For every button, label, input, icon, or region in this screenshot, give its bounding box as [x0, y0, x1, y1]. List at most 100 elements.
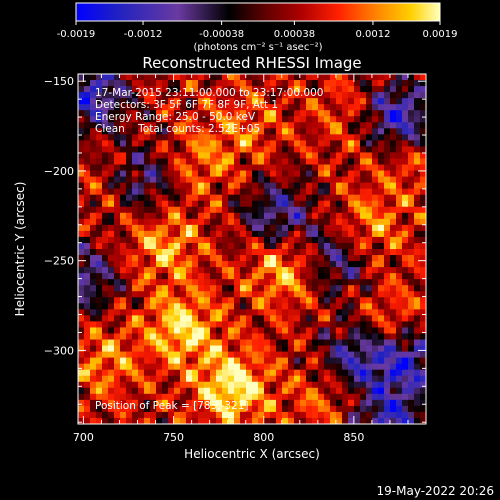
heatmap-cell	[144, 333, 151, 341]
heatmap-cell	[336, 140, 343, 147]
heatmap-cell	[288, 321, 295, 328]
heatmap-cell	[162, 128, 169, 135]
heatmap-cell	[348, 86, 355, 93]
heatmap-cell	[324, 152, 331, 159]
heatmap-cell	[402, 267, 409, 274]
heatmap-cell	[102, 303, 109, 310]
heatmap-cell	[294, 188, 301, 196]
heatmap-cell	[270, 92, 277, 99]
heatmap-cell	[390, 411, 397, 419]
heatmap-cell	[240, 309, 247, 316]
heatmap-cell	[132, 170, 139, 178]
heatmap-cell	[96, 309, 103, 316]
heatmap-cell	[180, 110, 187, 117]
heatmap-cell	[252, 345, 259, 353]
heatmap-cell	[96, 285, 103, 292]
heatmap-cell	[288, 351, 295, 359]
heatmap-cell	[174, 176, 181, 184]
heatmap-cell	[222, 405, 229, 413]
heatmap-cell	[384, 182, 391, 190]
heatmap-cell	[90, 417, 97, 424]
heatmap-cell	[180, 206, 187, 214]
heatmap-cell	[366, 339, 373, 347]
heatmap-cell	[102, 399, 109, 407]
heatmap-cell	[390, 267, 397, 274]
heatmap-cell	[348, 303, 355, 310]
heatmap-cell	[366, 273, 373, 280]
heatmap-cell	[414, 357, 421, 365]
heatmap-cell	[210, 134, 217, 141]
heatmap-cell	[414, 255, 421, 262]
heatmap-cell	[156, 224, 163, 232]
heatmap-cell	[384, 218, 391, 226]
heatmap-cell	[312, 152, 319, 159]
heatmap-cell	[90, 230, 97, 238]
heatmap-cell	[336, 104, 343, 111]
heatmap-cell	[180, 273, 187, 280]
heatmap-cell	[342, 122, 349, 129]
heatmap-cell	[204, 375, 211, 383]
heatmap-cell	[342, 92, 349, 99]
heatmap-cell	[162, 255, 169, 262]
heatmap-cell	[300, 182, 307, 190]
heatmap-cell	[264, 212, 271, 220]
heatmap-cell	[282, 122, 289, 129]
heatmap-cell	[198, 291, 205, 298]
heatmap-cell	[126, 297, 133, 304]
heatmap-cell	[396, 92, 403, 99]
heatmap-cell	[210, 230, 217, 238]
heatmap-cell	[378, 188, 385, 196]
heatmap-cell	[186, 255, 193, 262]
heatmap-cell	[264, 206, 271, 214]
heatmap-cell	[258, 104, 265, 111]
heatmap-cell	[84, 110, 91, 117]
heatmap-cell	[402, 315, 409, 322]
heatmap-cell	[306, 242, 313, 250]
heatmap-cell	[138, 411, 145, 419]
heatmap-cell	[366, 212, 373, 220]
heatmap-cell	[294, 255, 301, 262]
heatmap-cell	[168, 303, 175, 310]
heatmap-cell	[162, 182, 169, 190]
heatmap-cell	[138, 188, 145, 196]
heatmap-cell	[420, 273, 426, 280]
heatmap-cell	[78, 140, 85, 147]
heatmap-cell	[324, 363, 331, 371]
heatmap-cell	[396, 405, 403, 413]
heatmap-cell	[156, 357, 163, 365]
heatmap-cell	[228, 273, 235, 280]
heatmap-cell	[270, 303, 277, 310]
heatmap-cell	[240, 333, 247, 341]
heatmap-cell	[408, 345, 415, 353]
heatmap-cell	[180, 411, 187, 419]
heatmap-cell	[234, 122, 241, 129]
heatmap-cell	[300, 411, 307, 419]
heatmap-cell	[264, 315, 271, 322]
heatmap-cell	[420, 351, 426, 359]
heatmap-cell	[312, 200, 319, 208]
heatmap-cell	[246, 351, 253, 359]
heatmap-cell	[282, 309, 289, 316]
heatmap-cell	[396, 327, 403, 334]
heatmap-cell	[204, 80, 211, 87]
heatmap-cell	[408, 194, 415, 202]
heatmap-cell	[402, 146, 409, 153]
heatmap-cell	[318, 116, 325, 123]
heatmap-cell	[276, 339, 283, 347]
heatmap-cell	[198, 363, 205, 371]
heatmap-cell	[372, 411, 379, 419]
heatmap-cell	[144, 351, 151, 359]
heatmap-cell	[354, 134, 361, 141]
heatmap-cell	[276, 122, 283, 129]
heatmap-cell	[252, 140, 259, 147]
heatmap-cell	[264, 80, 271, 87]
heatmap-cell	[132, 236, 139, 244]
heatmap-cell	[348, 387, 355, 395]
heatmap-cell	[162, 279, 169, 286]
heatmap-cell	[186, 261, 193, 268]
heatmap-cell	[132, 146, 139, 153]
heatmap-cell	[342, 285, 349, 292]
heatmap-cell	[228, 146, 235, 153]
heatmap-cell	[276, 80, 283, 87]
heatmap-cell	[108, 267, 115, 274]
